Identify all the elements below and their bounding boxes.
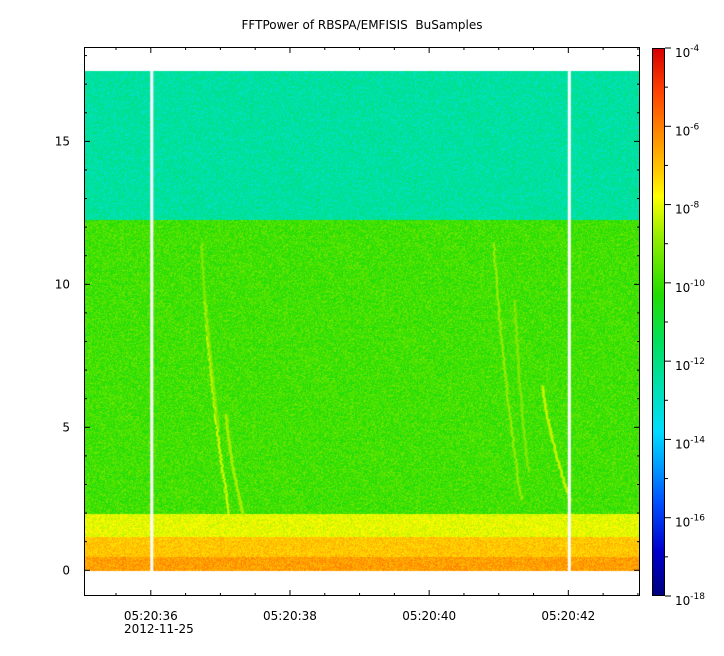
- spectrogram-image: [85, 48, 639, 595]
- colorbar-tick-label: 10-10: [675, 279, 705, 295]
- x-tick-label: 05:20:38: [263, 609, 317, 623]
- colorbar-tick-label: 10-4: [675, 44, 700, 60]
- colorbar-tick-label: 10-12: [675, 357, 705, 373]
- colorbar-tick-label: 10-14: [675, 435, 705, 451]
- spectrogram-plot-area[interactable]: [84, 47, 640, 596]
- chart-title: FFTPower of RBSPA/EMFISIS BuSamples: [241, 18, 483, 32]
- colorbar-tick-label: 10-6: [675, 122, 700, 138]
- y-axis: 0 5 10 15: [55, 55, 640, 577]
- x-tick-label: 05:20:36: [124, 609, 178, 623]
- y-tick-label: 15: [55, 134, 70, 148]
- colorbar: [652, 48, 665, 596]
- x-axis: 05:20:36 05:20:38 05:20:40 05:20:42: [115, 47, 639, 623]
- colorbar-axis: 10-4 10-6 10-8 10-10 10-12 10-14 10-16 10-18: [665, 44, 705, 608]
- colorbar-tick-label: 10-16: [675, 514, 705, 530]
- y-tick-label: 0: [62, 563, 70, 577]
- x-tick-label: 05:20:42: [541, 609, 595, 623]
- colorbar-tick-label: 10-8: [675, 201, 700, 217]
- x-axis-date-label: 2012-11-25: [124, 622, 194, 636]
- x-tick-label: 05:20:40: [402, 609, 456, 623]
- y-tick-label: 10: [55, 277, 70, 291]
- y-tick-label: 5: [62, 420, 70, 434]
- colorbar-tick-label: 10-18: [675, 592, 705, 608]
